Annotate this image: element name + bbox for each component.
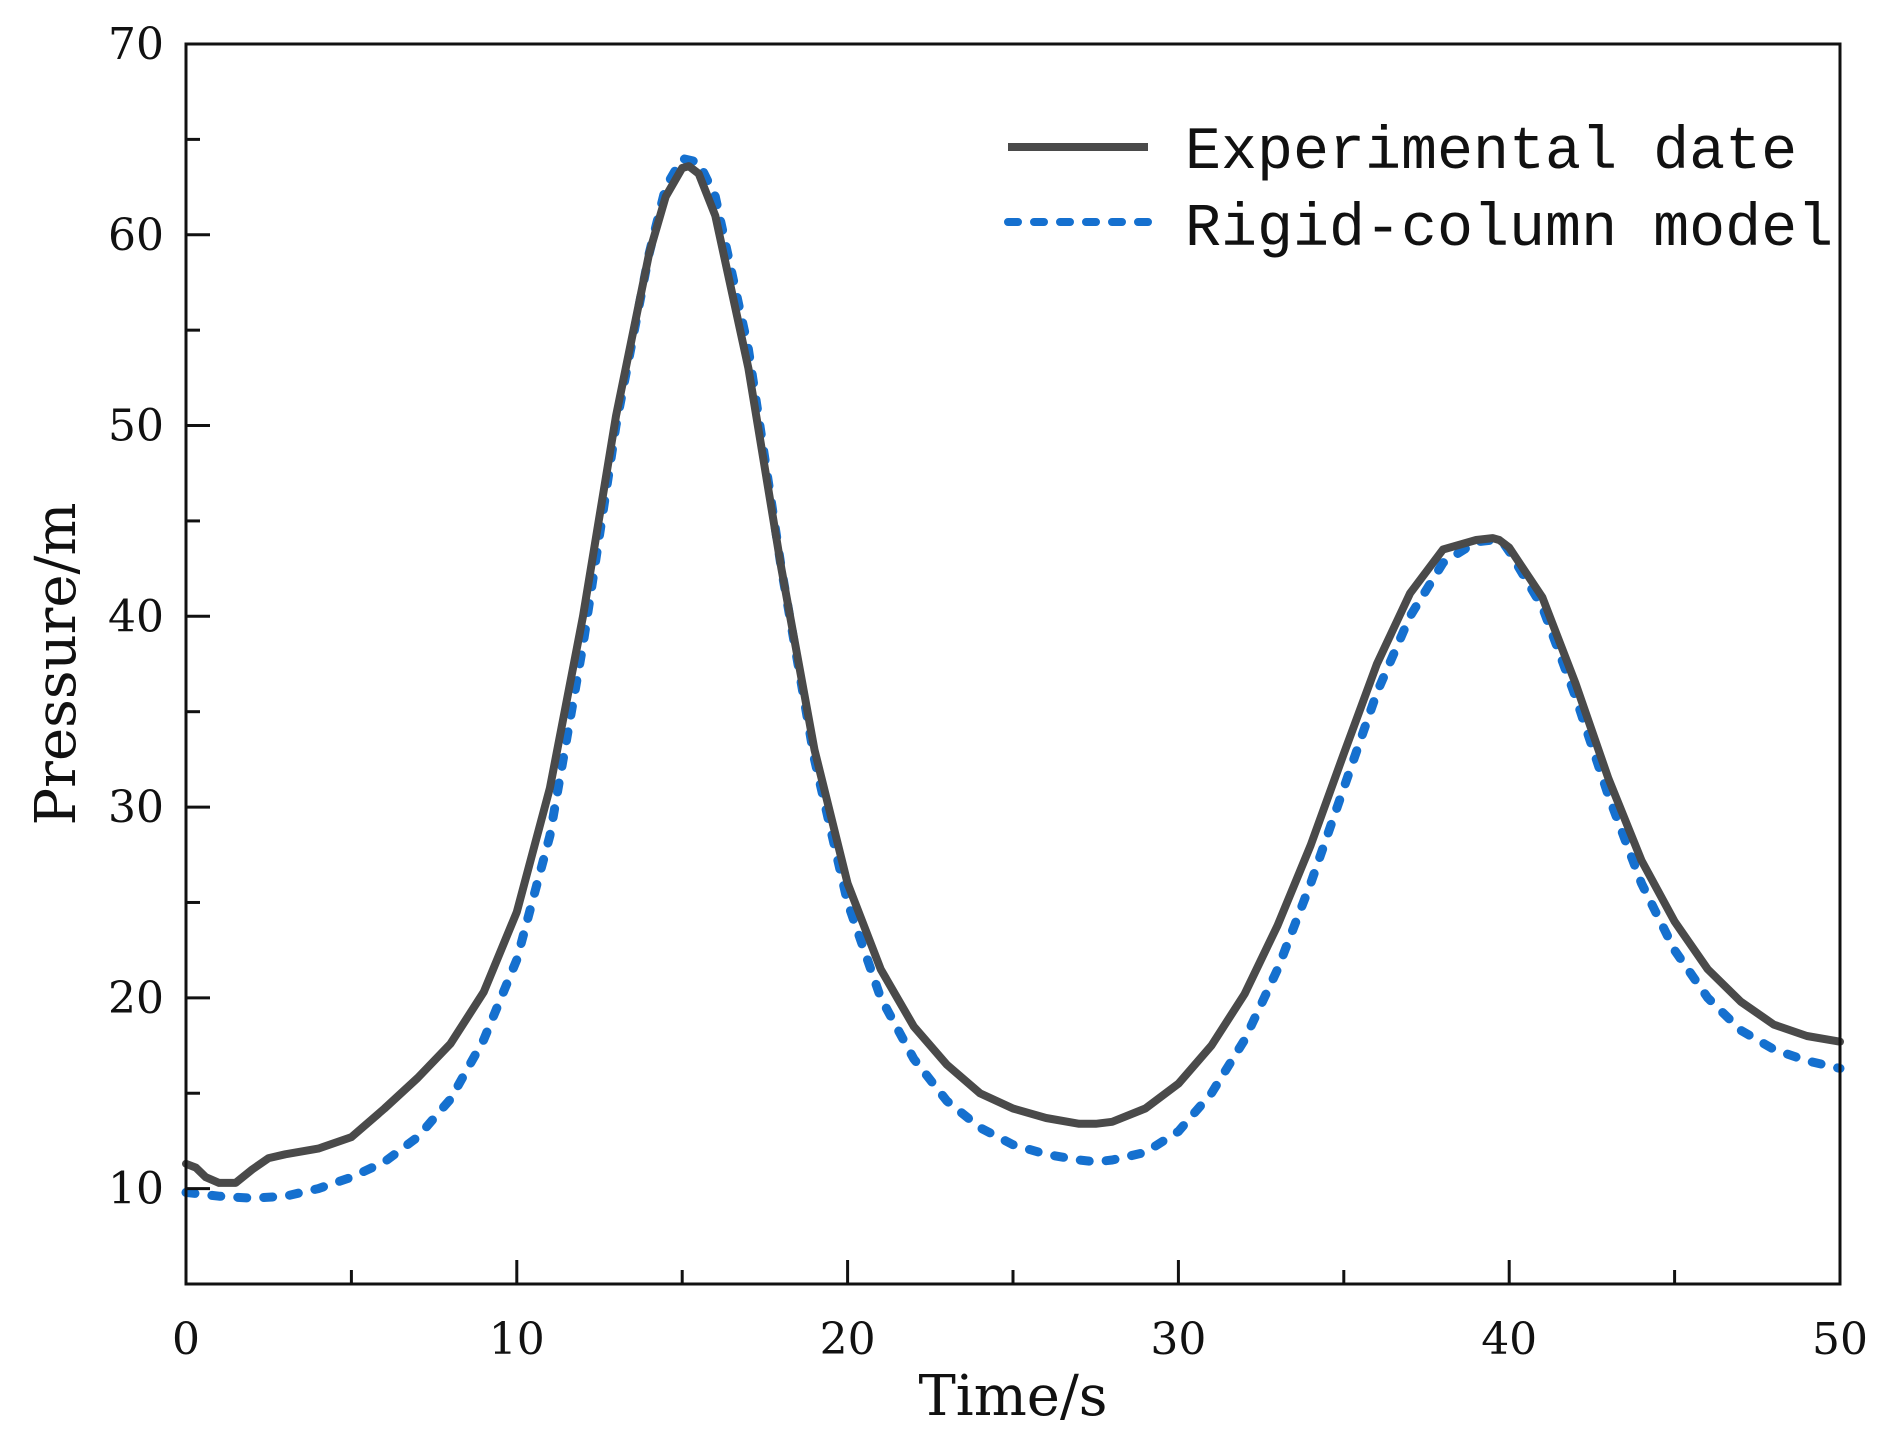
x-tick-label-40: 40 xyxy=(1481,1314,1537,1365)
x-tick-label-10: 10 xyxy=(489,1314,545,1365)
y-tick-label-20: 20 xyxy=(108,973,164,1024)
series-line-experimental xyxy=(182,162,1844,1187)
axis-ticks: 0 10 20 30 40 50 10 20 30 40 50 60 70 xyxy=(108,19,1868,1365)
legend-label-experimental: Experimental date xyxy=(1185,119,1797,187)
y-tick-label-40: 40 xyxy=(108,591,164,642)
x-axis-title: Time/s xyxy=(918,1364,1107,1429)
y-tick-label-10: 10 xyxy=(108,1164,164,1215)
legend-label-rigid-column: Rigid-column model xyxy=(1185,196,1833,264)
x-tick-label-20: 20 xyxy=(820,1314,876,1365)
x-tick-label-0: 0 xyxy=(172,1314,200,1365)
y-tick-label-30: 30 xyxy=(108,782,164,833)
series-layer xyxy=(181,154,1845,1203)
y-tick-label-60: 60 xyxy=(108,210,164,261)
x-tick-label-50: 50 xyxy=(1812,1314,1868,1365)
y-axis-title: Pressure/m xyxy=(24,502,89,825)
legend: Experimental date Rigid-column model xyxy=(1004,119,1833,264)
y-tick-label-70: 70 xyxy=(108,19,164,70)
x-tick-label-30: 30 xyxy=(1150,1314,1206,1365)
y-tick-label-50: 50 xyxy=(108,401,164,452)
series-line-rigid-column xyxy=(181,154,1845,1203)
